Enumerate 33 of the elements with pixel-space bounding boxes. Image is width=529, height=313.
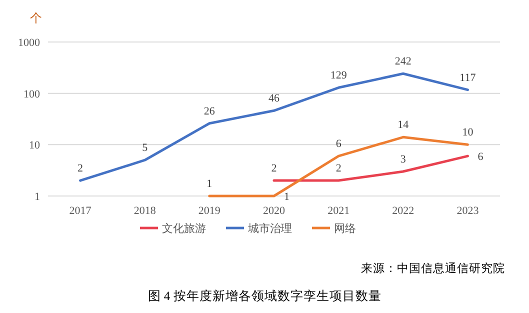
data-label: 117: [460, 72, 476, 84]
data-label: 10: [462, 126, 474, 139]
x-tick-label: 2022: [392, 205, 414, 217]
y-tick-label: 1000: [18, 37, 40, 49]
source-note: 来源：中国信息通信研究院: [361, 261, 505, 275]
x-tick-label: 2023: [456, 205, 480, 217]
data-label: 129: [330, 70, 348, 82]
data-label: 26: [204, 105, 216, 118]
data-label: 3: [400, 154, 406, 166]
data-label: 2: [336, 162, 342, 175]
y-tick-label: 10: [29, 140, 40, 152]
x-tick-label: 2018: [134, 205, 156, 217]
y-axis-title: 个: [30, 11, 42, 25]
caption: 图 4 按年度新增各领域数字孪生项目数量: [148, 288, 382, 303]
y-tick-label: 1: [34, 191, 40, 203]
legend-label: 网络: [334, 223, 356, 235]
data-label: 46: [268, 92, 280, 105]
legend-label: 城市治理: [247, 222, 292, 235]
data-label: 6: [336, 138, 342, 150]
x-tick-label: 2017: [69, 205, 92, 217]
data-label: 6: [478, 151, 484, 164]
x-tick-label: 2019: [198, 205, 221, 217]
data-label: 1: [284, 191, 290, 203]
data-label: 5: [142, 142, 148, 154]
x-tick-label: 2021: [328, 205, 350, 217]
x-tick-label: 2020: [263, 205, 286, 217]
data-label: 14: [398, 119, 410, 132]
legend-label: 文化旅游: [162, 222, 206, 235]
data-label: 2: [78, 162, 84, 175]
data-label: 242: [394, 56, 412, 68]
data-label: 1: [206, 178, 212, 190]
y-tick-label: 100: [24, 88, 40, 100]
data-label: 2: [271, 162, 277, 175]
